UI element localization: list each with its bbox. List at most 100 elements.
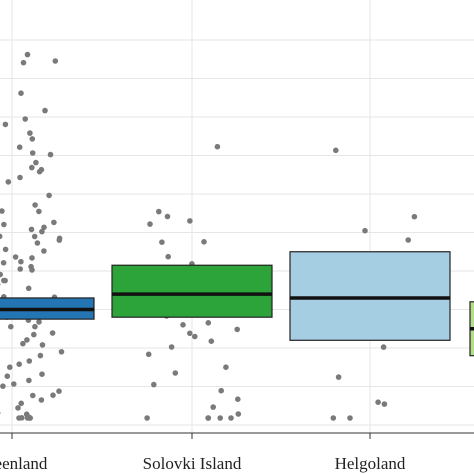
data-point <box>29 267 35 273</box>
data-point <box>20 340 26 347</box>
data-point <box>26 358 33 364</box>
data-point <box>37 352 44 359</box>
data-point <box>235 396 241 403</box>
data-point <box>56 235 63 242</box>
data-point <box>187 218 193 224</box>
data-point <box>2 277 8 284</box>
data-point <box>235 411 242 417</box>
data-point <box>15 405 21 411</box>
data-point <box>29 255 35 261</box>
data-point <box>228 415 234 421</box>
data-point <box>151 381 157 388</box>
data-point <box>187 330 193 337</box>
data-point <box>32 323 38 330</box>
data-point <box>145 351 152 358</box>
data-point <box>41 248 47 254</box>
jitter-points <box>0 51 418 421</box>
data-point <box>24 51 31 58</box>
data-point <box>50 392 56 399</box>
data-point <box>333 147 339 154</box>
data-point <box>27 130 33 136</box>
data-point <box>208 338 215 345</box>
data-point <box>41 224 47 231</box>
data-point <box>168 344 175 350</box>
data-point <box>7 364 13 371</box>
data-point <box>34 240 41 246</box>
data-point <box>2 121 9 128</box>
data-point <box>29 150 36 156</box>
data-point <box>56 388 62 395</box>
data-point <box>234 326 240 333</box>
data-point <box>223 364 229 371</box>
data-point <box>28 226 35 233</box>
data-point <box>19 415 25 421</box>
data-point <box>12 254 19 260</box>
data-point <box>0 271 3 278</box>
data-point <box>0 233 3 240</box>
data-point <box>217 415 223 421</box>
data-point <box>380 344 387 350</box>
data-point <box>16 361 23 368</box>
data-point <box>405 237 412 243</box>
data-point <box>17 266 24 272</box>
data-point <box>381 401 388 407</box>
data-point <box>165 253 171 260</box>
box <box>111 264 273 318</box>
data-point <box>46 192 52 199</box>
data-point <box>58 349 65 355</box>
data-point <box>29 164 35 171</box>
data-point <box>147 221 153 227</box>
data-point <box>25 285 32 292</box>
data-point <box>39 371 45 378</box>
data-point <box>8 323 14 330</box>
data-point <box>42 107 48 114</box>
data-point <box>205 320 212 326</box>
data-point <box>39 228 45 235</box>
data-point <box>31 233 38 240</box>
data-point <box>5 179 12 185</box>
data-point <box>218 387 224 394</box>
data-point <box>33 159 39 166</box>
data-point <box>2 246 9 253</box>
data-point <box>26 415 33 421</box>
data-point <box>172 370 179 376</box>
data-point <box>0 383 6 390</box>
data-point <box>47 151 54 158</box>
grid-lines <box>0 0 474 433</box>
data-point <box>210 404 216 410</box>
data-point <box>335 374 342 380</box>
data-point <box>201 239 207 245</box>
data-point <box>18 90 24 96</box>
data-point <box>11 381 17 387</box>
data-point <box>32 202 38 208</box>
data-point <box>22 116 29 122</box>
data-point <box>18 258 24 265</box>
data-point <box>36 208 42 215</box>
data-point <box>1 221 7 228</box>
x-axis-ticks <box>11 433 371 439</box>
x-tick-label: Greenland <box>0 454 48 473</box>
data-point <box>205 415 211 421</box>
data-point <box>30 392 36 399</box>
data-point <box>362 227 368 234</box>
x-tick-label: Helgoland <box>335 454 406 473</box>
boxes <box>0 251 474 357</box>
data-point <box>24 337 30 343</box>
data-point <box>214 143 221 150</box>
data-point <box>156 208 162 215</box>
data-point <box>0 260 7 266</box>
x-axis-tick-labels: Greenland Solovki Island Helgoland <box>0 454 406 473</box>
data-point <box>38 397 45 403</box>
data-point <box>39 342 46 348</box>
data-point <box>51 219 57 226</box>
data-point <box>4 373 11 380</box>
data-point <box>164 213 171 220</box>
x-tick-label: Solovki Island <box>143 454 242 473</box>
data-point <box>192 333 198 340</box>
data-point <box>144 415 150 421</box>
data-point <box>180 322 186 328</box>
data-point <box>375 399 381 406</box>
data-point <box>0 208 5 214</box>
data-point <box>29 136 36 142</box>
data-point <box>31 331 37 338</box>
